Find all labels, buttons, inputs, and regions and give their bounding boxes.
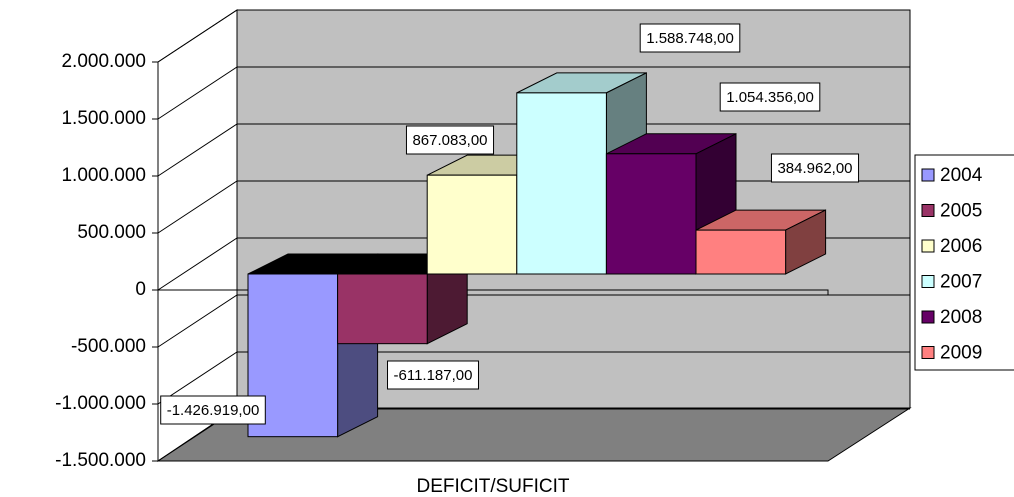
grid-line — [157, 294, 910, 348]
data-label-box — [405, 125, 495, 155]
data-label-box — [387, 360, 479, 390]
bar — [605, 153, 697, 275]
y-tick-label: 2.000.000 — [61, 51, 146, 72]
data-labels: -1.426.919,00 -611.187,00 867.083,00 1.588.… — [160, 23, 860, 425]
y-tick-label: 0 — [135, 279, 146, 300]
legend — [914, 154, 1014, 371]
grid-line — [157, 351, 910, 405]
y-tick-label: -1.000.000 — [55, 393, 146, 414]
data-label-box — [160, 395, 266, 425]
grid-line — [157, 123, 910, 177]
grid-line — [157, 66, 910, 120]
y-tick-label: -500.000 — [71, 336, 146, 357]
data-label: 384.962,00 — [777, 160, 852, 177]
legend-swatch — [921, 204, 935, 217]
legend-label: 2007 — [940, 272, 982, 293]
bar — [426, 174, 518, 275]
legend-label: 2006 — [940, 236, 982, 257]
legend-swatch — [921, 239, 935, 253]
y-tick-label: 500.000 — [77, 222, 146, 243]
bar — [337, 273, 428, 345]
legend-label: 2004 — [940, 165, 983, 186]
grid-line — [157, 9, 910, 63]
legend-swatch — [921, 275, 935, 288]
legend-swatch — [921, 168, 935, 182]
legend-label: 2008 — [940, 307, 982, 328]
data-label: 867.083,00 — [412, 132, 487, 149]
legend-label: 2009 — [940, 343, 982, 364]
data-label: 1.054.356,00 — [726, 89, 814, 106]
data-label: 1.588.748,00 — [646, 30, 734, 47]
legend-label: 2005 — [940, 201, 982, 222]
side-wall — [157, 9, 238, 462]
bar — [695, 229, 787, 275]
data-label: -1.426.919,00 — [167, 402, 260, 419]
data-label: -611.187,00 — [394, 367, 473, 384]
data-label-box — [770, 153, 860, 183]
y-tick-label: -1.500.000 — [55, 450, 146, 471]
data-label-box — [719, 82, 821, 112]
data-label-box — [639, 23, 741, 53]
legend-swatch — [921, 346, 935, 359]
x-tick-label: DEFICIT/SUFICIT — [416, 476, 569, 497]
bars — [247, 72, 827, 438]
legend-items: 2004 2005 2006 2007 2008 2009 — [921, 165, 983, 364]
bar — [516, 92, 607, 275]
y-tick-label: 1.500.000 — [61, 108, 146, 129]
y-tick-label: 1.000.000 — [61, 165, 146, 186]
legend-swatch — [921, 310, 935, 324]
